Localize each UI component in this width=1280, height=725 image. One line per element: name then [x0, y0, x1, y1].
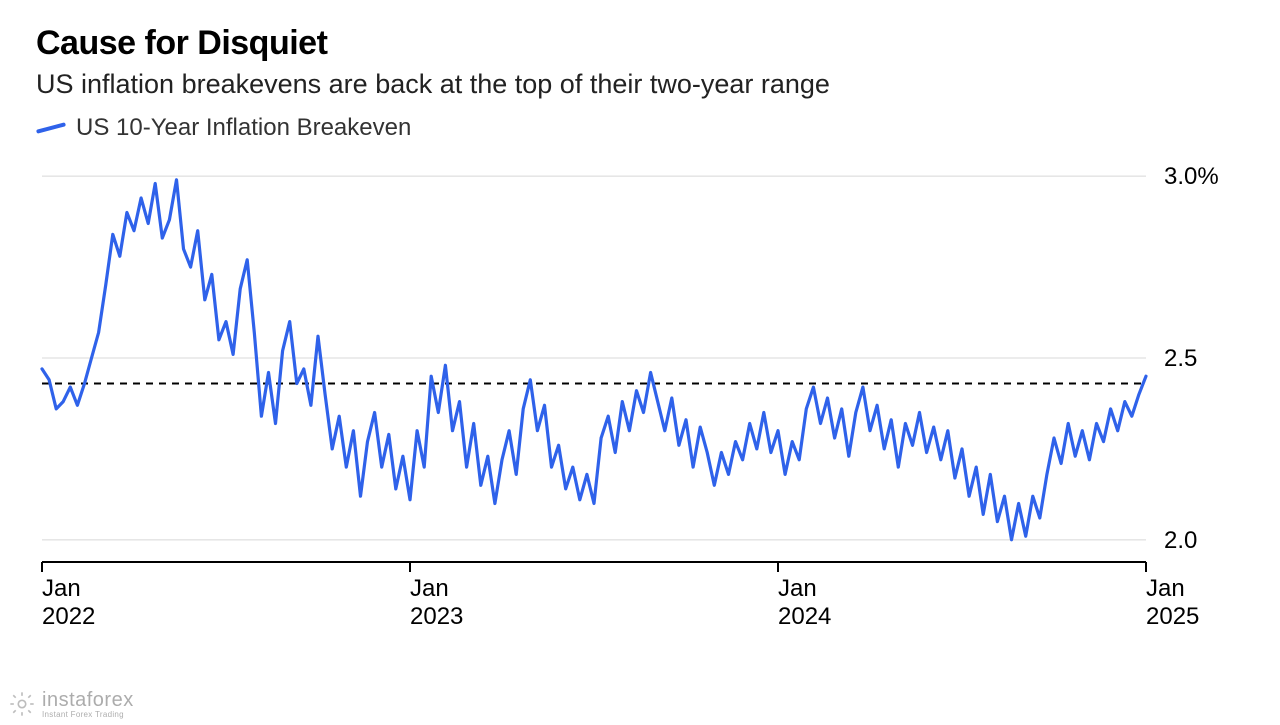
y-axis-tick-label: 2.5: [1164, 345, 1197, 372]
x-axis-year-label: 2022: [42, 603, 95, 628]
chart-subtitle: US inflation breakevens are back at the …: [36, 69, 1244, 100]
legend-swatch: [36, 122, 66, 134]
x-axis-month-label: Jan: [42, 575, 81, 602]
chart-container: Cause for Disquiet US inflation breakeve…: [0, 0, 1280, 725]
chart-legend: US 10-Year Inflation Breakeven: [36, 114, 1244, 142]
legend-label: US 10-Year Inflation Breakeven: [76, 114, 411, 142]
watermark-tagline: Instant Forex Trading: [42, 710, 134, 719]
gear-icon: [8, 690, 36, 718]
watermark-text-block: instaforex Instant Forex Trading: [42, 689, 134, 719]
x-axis-year-label: 2025: [1146, 603, 1199, 628]
watermark: instaforex Instant Forex Trading: [8, 689, 134, 719]
chart-area: 2.02.53.0%Jan2022Jan2023Jan2024Jan2025: [36, 148, 1244, 628]
x-axis-month-label: Jan: [410, 575, 449, 602]
line-chart-svg: 2.02.53.0%Jan2022Jan2023Jan2024Jan2025: [36, 148, 1236, 628]
watermark-brand: instaforex: [42, 689, 134, 712]
x-axis-year-label: 2023: [410, 603, 463, 628]
chart-title: Cause for Disquiet: [36, 24, 1244, 63]
x-axis-year-label: 2024: [778, 603, 831, 628]
x-axis-month-label: Jan: [1146, 575, 1185, 602]
x-axis-month-label: Jan: [778, 575, 817, 602]
series-line: [42, 180, 1146, 540]
y-axis-tick-label: 3.0%: [1164, 163, 1219, 190]
y-axis-tick-label: 2.0: [1164, 527, 1197, 554]
